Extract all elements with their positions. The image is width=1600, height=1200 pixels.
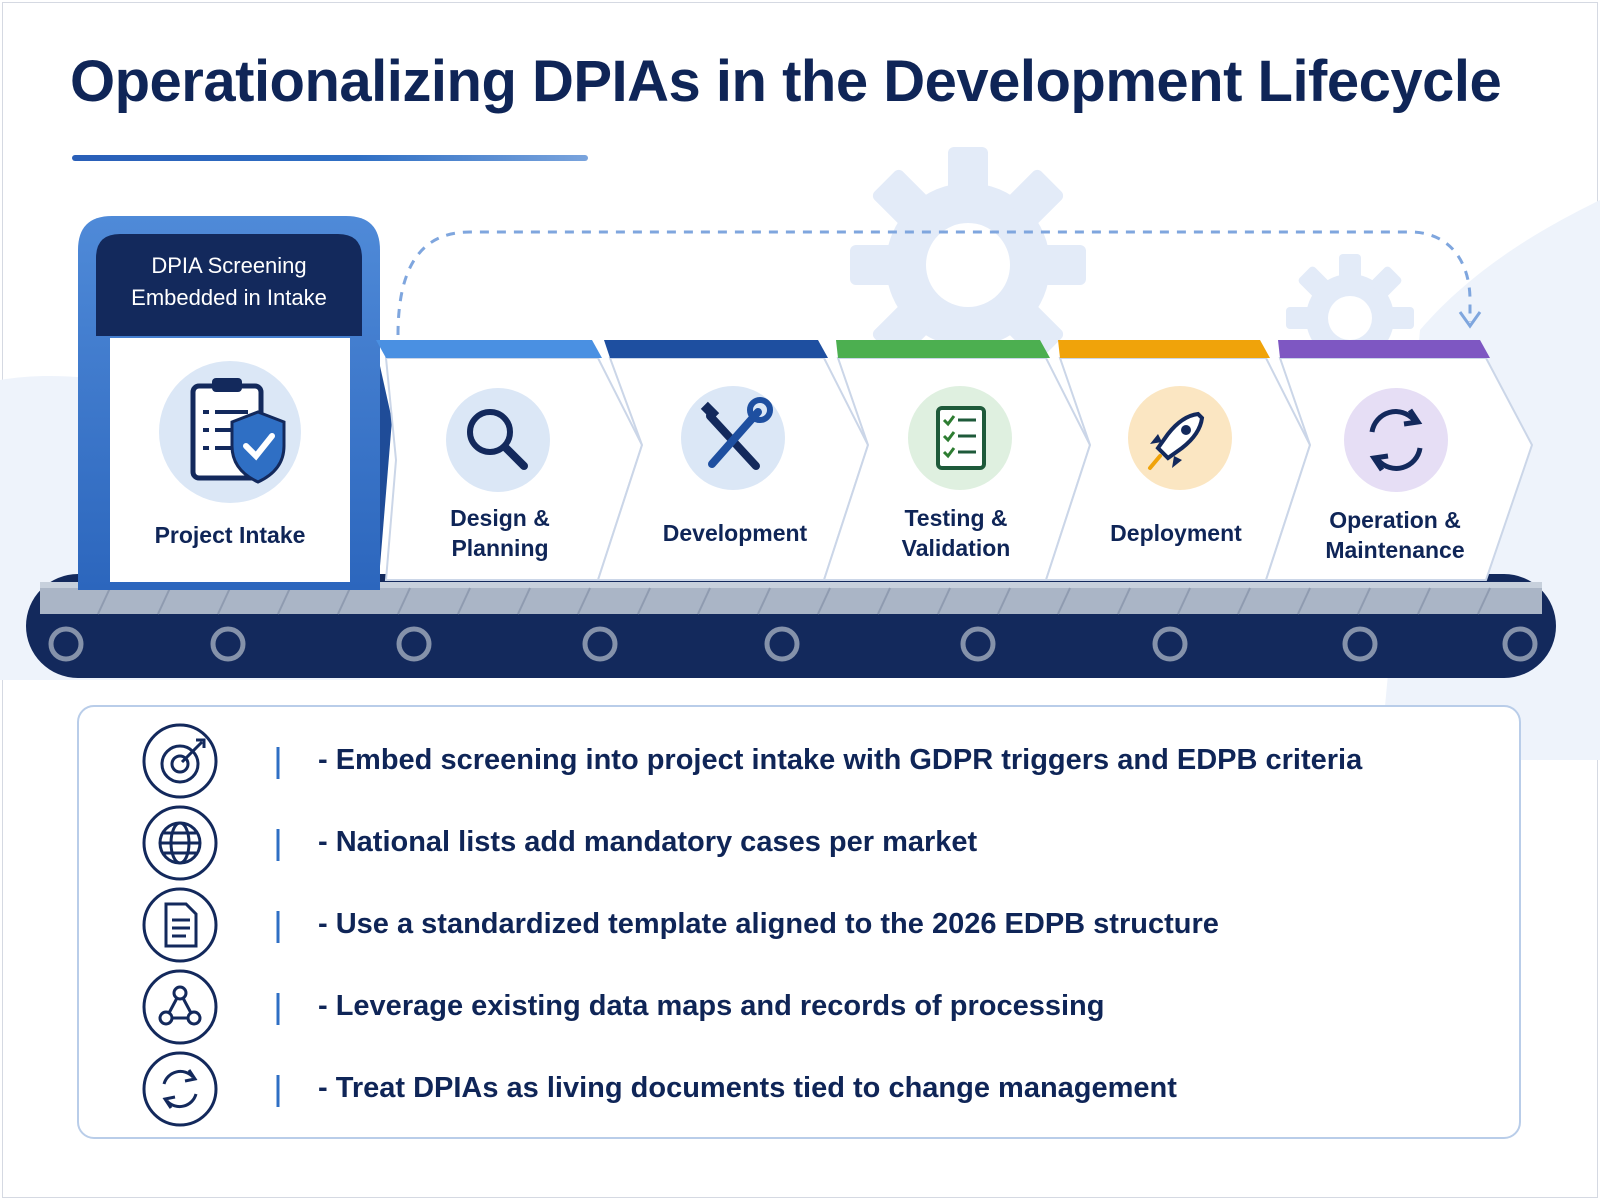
cycle-icon — [1344, 388, 1448, 492]
globe-icon — [142, 805, 218, 881]
document-icon — [142, 887, 218, 963]
page-title: Operationalizing DPIAs in the Developmen… — [70, 49, 1502, 114]
stage-label-testing-line1: Testing & — [904, 505, 1008, 531]
stage-label-deployment: Deployment — [1110, 520, 1242, 546]
stage-label-design-line1: Design & — [450, 505, 550, 531]
stage-label-testing: Testing & Validation — [866, 503, 1046, 563]
stage-label-design-line2: Planning — [451, 535, 549, 561]
feedback-arrow — [396, 230, 1472, 336]
title-underline — [72, 155, 588, 161]
intake-tab-label: DPIA Screening Embedded in Intake — [98, 250, 360, 314]
stage-label-operation: Operation & Maintenance — [1300, 505, 1490, 565]
refresh-icon — [142, 1051, 218, 1127]
stage-label-operation-line2: Maintenance — [1325, 537, 1465, 563]
stage-label-operation-line1: Operation & — [1329, 507, 1461, 533]
intake-tab-label-line2: Embedded in Intake — [131, 285, 327, 310]
bullet-panel — [77, 705, 1521, 1139]
target-icon — [142, 723, 218, 799]
stage-label-testing-line2: Validation — [901, 535, 1011, 561]
bullet-item: - Embed screening into project intake wi… — [318, 744, 1363, 776]
feedback-arrowhead — [1458, 311, 1482, 329]
stage-label-design: Design & Planning — [410, 503, 590, 563]
bullet-item: - Use a standardized template aligned to… — [318, 908, 1219, 940]
bullet-item: - Treat DPIAs as living documents tied t… — [318, 1072, 1177, 1104]
magnifier-icon — [446, 388, 550, 492]
conveyor-belt — [26, 574, 1556, 678]
network-icon — [142, 969, 218, 1045]
bullet-item: - National lists add mandatory cases per… — [318, 826, 978, 858]
intake-tab-label-line1: DPIA Screening — [151, 253, 307, 278]
clipboard-shield-icon — [159, 361, 301, 503]
checklist-icon — [908, 386, 1012, 490]
rocket-icon — [1128, 386, 1232, 490]
stage-label-project-intake: Project Intake — [154, 522, 306, 548]
bullet-item: - Leverage existing data maps and record… — [318, 990, 1105, 1022]
tools-icon — [681, 386, 785, 490]
stage-label-development: Development — [662, 520, 808, 546]
